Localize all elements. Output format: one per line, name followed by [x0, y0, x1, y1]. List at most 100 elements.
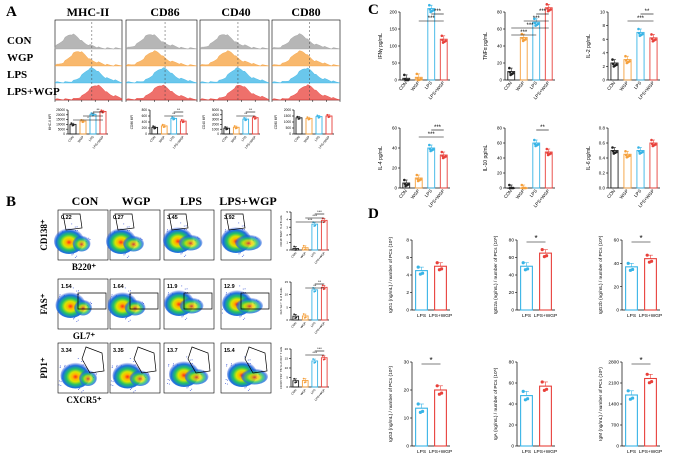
- flow-dot: [244, 288, 246, 290]
- flow-dot: [126, 317, 128, 319]
- flow-dot: [187, 386, 189, 388]
- c-chart-5-data-point: [624, 149, 627, 153]
- flow-dot: [184, 288, 186, 290]
- b-header-lps-wgp: LPS+WGP: [219, 194, 277, 208]
- b-bar-0-x-tick-label: CON: [290, 251, 297, 259]
- b-header-wgp: WGP: [122, 194, 151, 208]
- flow-dot: [79, 387, 81, 389]
- c-chart-1-data-point: [549, 8, 552, 11]
- flow-density-secondary: [79, 370, 97, 386]
- c-chart-4-data-point: [508, 186, 512, 190]
- c-chart-1-data-point: [508, 71, 512, 74]
- flow-dot: [82, 390, 84, 392]
- d-chart-1-sig-label: *: [534, 234, 537, 243]
- flow-dot: [189, 359, 191, 361]
- b-bar-2-y-label: CXCR5⁺PD1⁺ Tfh % of CD4⁺ T cells: [279, 346, 283, 389]
- panel-letter-b: B: [6, 194, 16, 210]
- d-chart-4-x-tick-label: LPS: [522, 449, 531, 455]
- b-bar-2-x-tick-label: CON: [290, 388, 297, 396]
- flow-dot: [116, 364, 118, 366]
- flow-density-secondary: [236, 297, 263, 314]
- c-chart-2-bar: [636, 31, 645, 81]
- a-bar-2-x-tick-label: LPS: [241, 135, 248, 142]
- b-bar-2-data-point: [304, 381, 307, 383]
- b-bar-0-bar: [311, 223, 319, 251]
- c-chart-2-x-tick-label: CON: [606, 80, 616, 91]
- c-chart-3-data-point: [431, 148, 435, 151]
- c-chart-3-data-point: [403, 182, 407, 186]
- a-bar-1-y-tick-label: 800: [142, 108, 148, 112]
- flow-gate-percent: 13.7: [167, 348, 178, 354]
- c-chart-2-bar: [649, 37, 658, 81]
- flow-plot: 3.35: [109, 342, 161, 394]
- flow-dot: [59, 380, 61, 382]
- d-chart-2-y-tick-label: 20: [614, 284, 620, 290]
- a-bar-0-x-tick-label: WGP: [77, 135, 85, 143]
- d-chart-3-y-tick-label: 0: [406, 444, 409, 450]
- flow-dot: [76, 320, 78, 322]
- a-bar-1-data-point: [180, 119, 183, 121]
- flow-dot: [91, 303, 92, 304]
- b-row-y-axis-label: CD138⁺: [39, 219, 49, 250]
- panel-letter-c: C: [368, 2, 379, 18]
- flow-dot: [71, 223, 73, 225]
- flow-dot: [185, 254, 187, 256]
- c-chart-1-y-tick-label: 0: [499, 78, 502, 83]
- a-bar-3-bar: [295, 117, 303, 135]
- b-bar-2-data-point: [323, 358, 326, 361]
- b-bar-1-x-tick-label: WGP: [299, 321, 307, 329]
- c-chart-3-y-tick-label: 0: [394, 186, 397, 191]
- d-chart-3-bar: [415, 407, 428, 447]
- a-bar-3-y-label: CD80 MFI: [274, 115, 278, 130]
- flow-density-secondary: [123, 235, 144, 252]
- b-bar-0-data-point: [304, 248, 307, 251]
- d-chart-2-x-tick-label: LPS: [627, 313, 636, 319]
- flow-dot: [89, 239, 91, 240]
- c-chart-0-data-point: [415, 72, 419, 76]
- a-bar-3-y-tick-label: 2000: [284, 108, 291, 112]
- b-bar-2-data-point: [321, 354, 324, 357]
- histogram-curve: [271, 84, 341, 101]
- flow-plot: 13.7: [163, 342, 215, 394]
- d-chart-2-sig-label: *: [639, 234, 642, 243]
- c-chart-2-y-tick-label: 8: [602, 23, 605, 28]
- c-chart-2-data-point: [650, 33, 653, 36]
- a-bar-2-bar: [251, 117, 259, 135]
- panel-b-flow-plots: CD138⁺ B220⁺ 0.22 0.27 3.45 3.92 FAS⁺ GL7⁺ 1.54 1…: [39, 209, 272, 405]
- d-chart-2-bar: [625, 266, 638, 311]
- flow-dot: [126, 256, 128, 258]
- flow-dot: [189, 389, 191, 391]
- panel-a: MHC-II CD86 CD40 CD80 CON WGP LPS LPS+WG…: [7, 5, 341, 150]
- c-chart-5-y-tick-label: 0.2: [599, 171, 606, 176]
- c-chart-5-y-tick-label: 0.6: [599, 141, 606, 146]
- c-chart-4-data-point: [546, 151, 549, 155]
- flow-gate-percent: 15.4: [224, 348, 236, 354]
- a-bar-2-y-tick-label: 5000: [212, 108, 219, 112]
- flow-dot: [244, 387, 246, 389]
- c-chart-2-x-tick-label: WGP: [619, 80, 630, 91]
- c-chart-5-x-tick-label: WGP: [619, 188, 630, 199]
- d-chart-0-y-tick-label: 8: [406, 238, 409, 244]
- flow-dot: [238, 253, 240, 255]
- b-bar-0-y-tick-label: 2: [286, 233, 288, 237]
- a-bar-0-bar: [89, 113, 97, 135]
- a-bar-2-data-point: [245, 119, 248, 121]
- c-chart-1-data-point: [521, 37, 524, 40]
- c-chart-2-sig-label: **: [645, 9, 650, 15]
- flow-dot: [58, 384, 60, 386]
- a-bar-3-data-point: [328, 116, 331, 118]
- c-chart-0-y-label: IFNγ pg/mL: [378, 33, 384, 59]
- c-chart-5-data-point: [611, 146, 614, 149]
- b-bar-1-data-point: [323, 287, 326, 290]
- b-bar-0-x-tick-label: LPS: [310, 251, 317, 258]
- c-chart-2-data-point: [611, 58, 614, 61]
- d-chart-1-y-tick-label: 80: [509, 238, 515, 244]
- a-bar-0-data-point: [100, 109, 103, 112]
- a-bar-0-sig-label: **: [96, 107, 100, 112]
